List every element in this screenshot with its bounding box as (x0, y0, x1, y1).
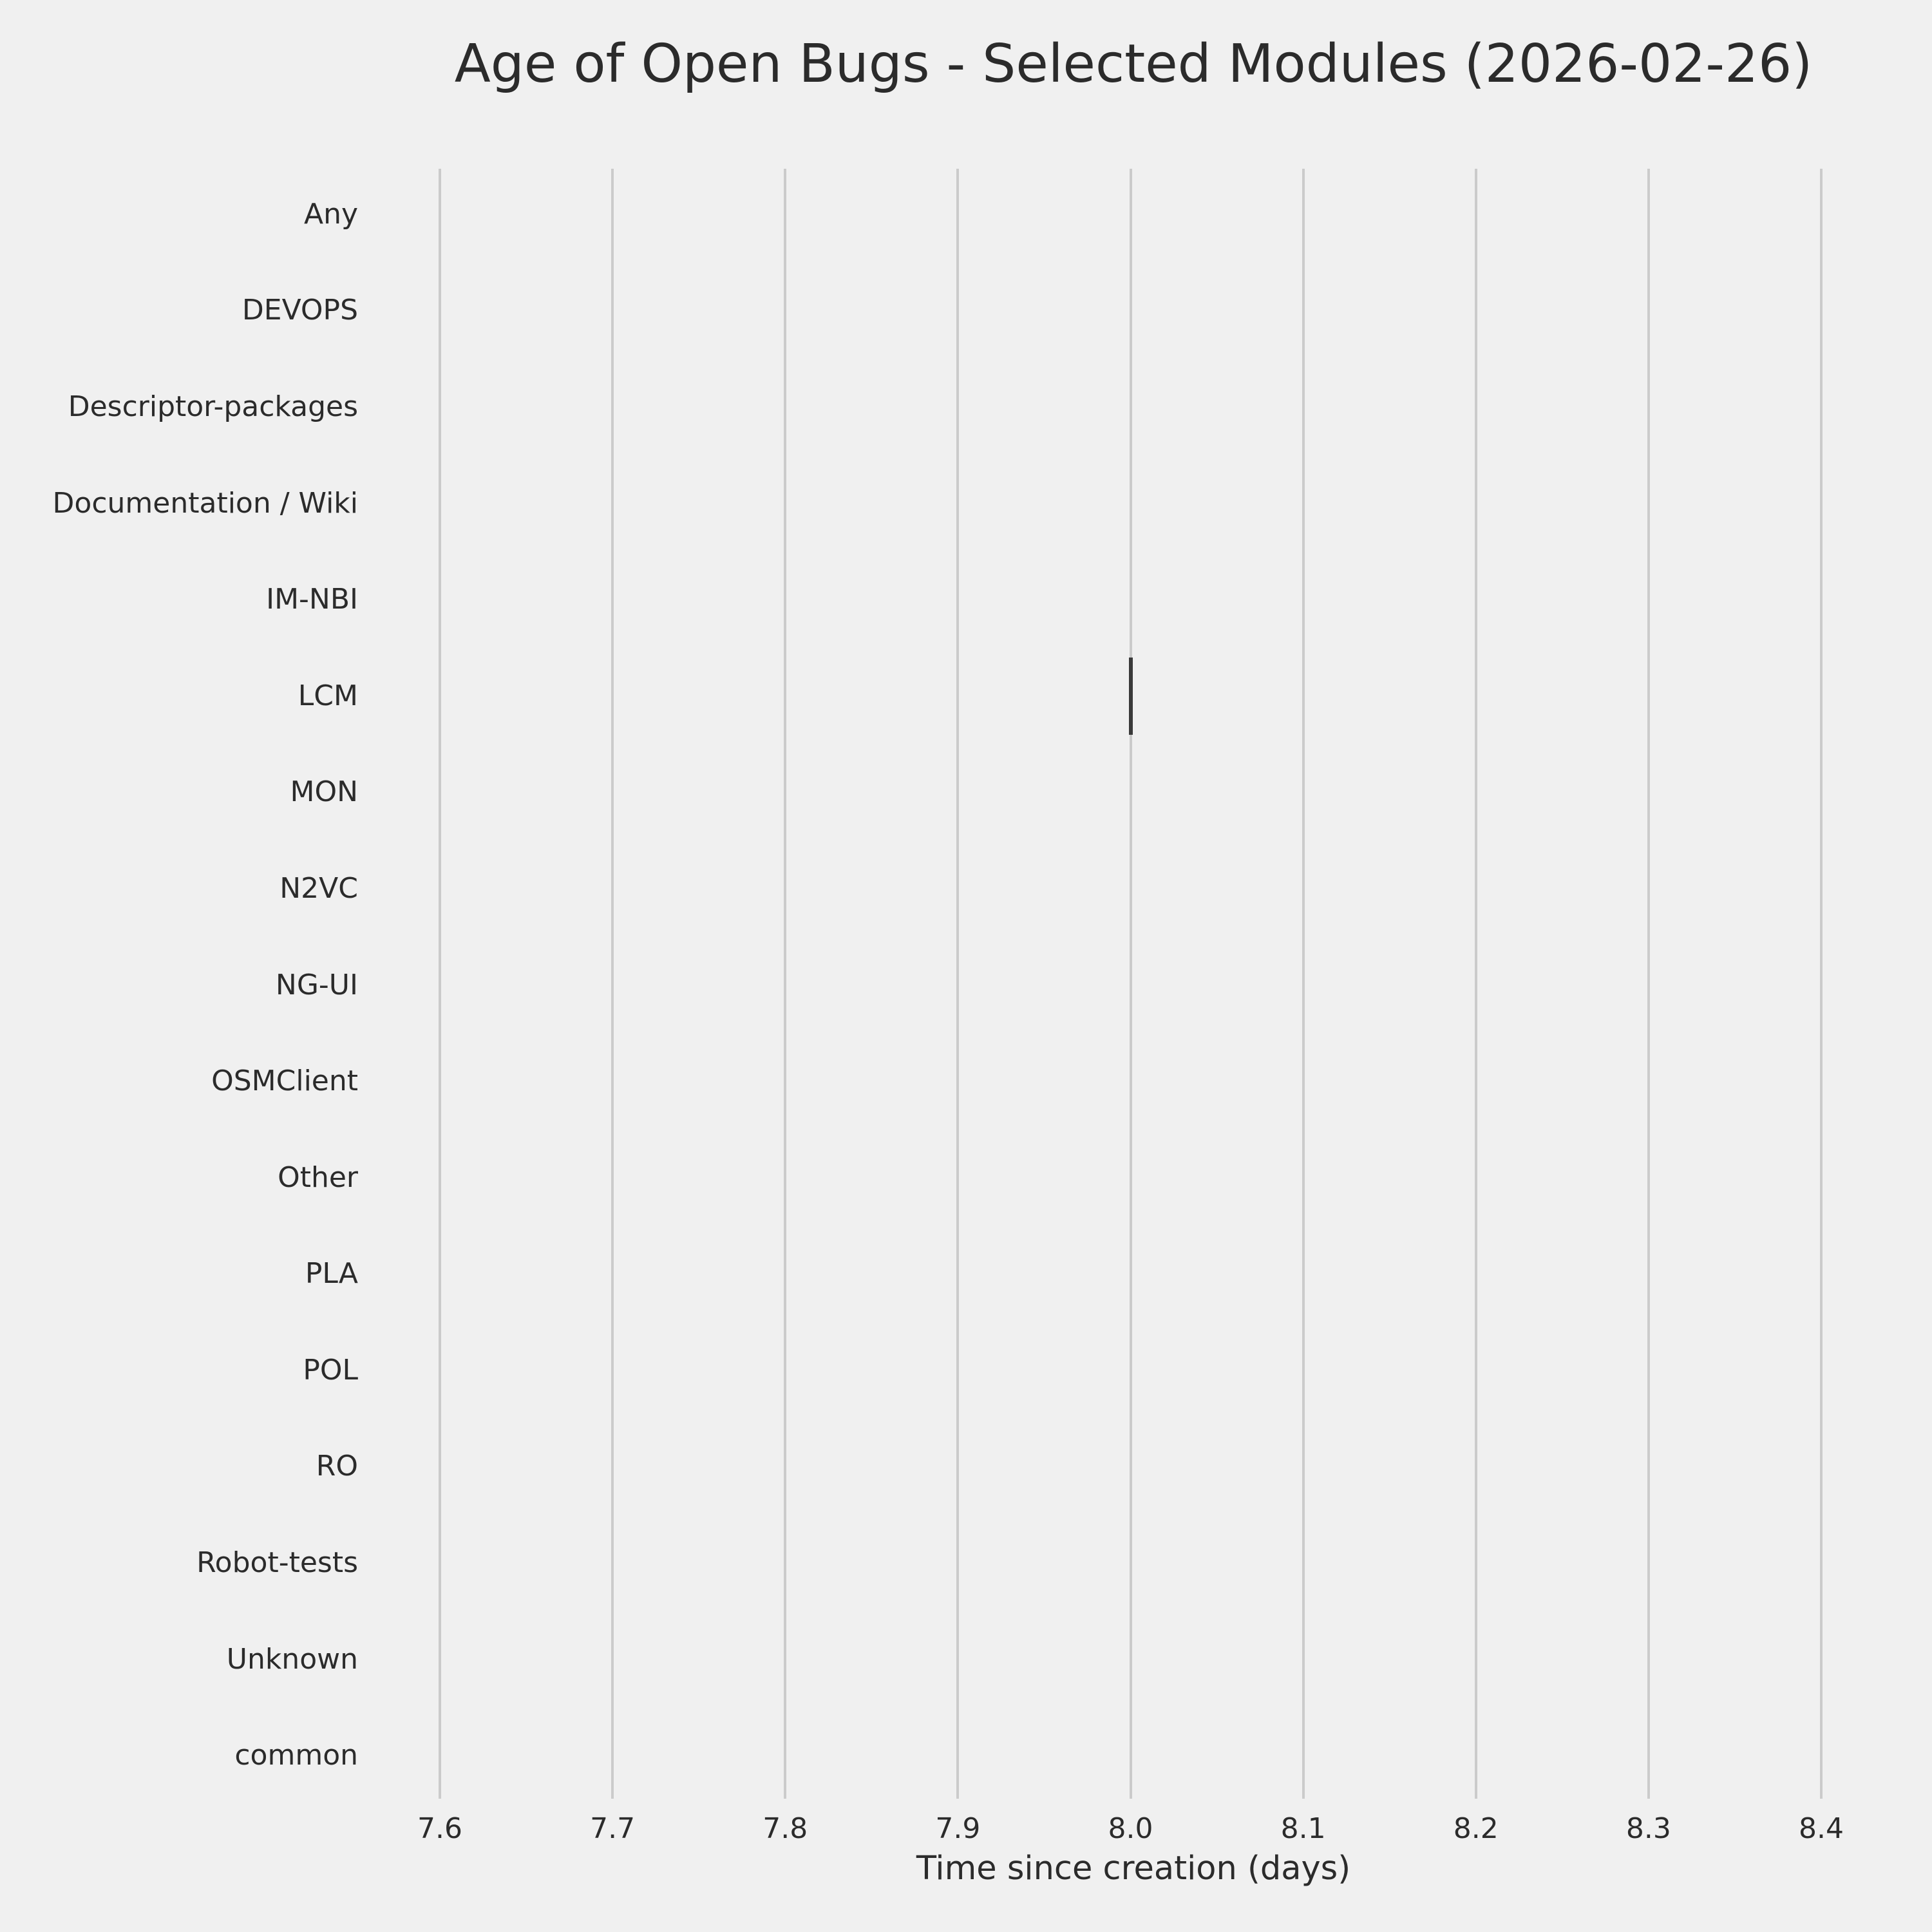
gridline (956, 169, 960, 1799)
gridline (611, 169, 614, 1799)
y-category-label: LCM (298, 679, 358, 712)
gridline (1474, 169, 1477, 1799)
x-tick-label: 7.6 (417, 1812, 462, 1845)
gridline (784, 169, 787, 1799)
gridline (1302, 169, 1305, 1799)
y-category-label: PLA (305, 1257, 358, 1291)
bug-age-mark-lcm (1128, 657, 1133, 735)
y-category-label: RO (316, 1450, 358, 1483)
x-tick-label: 8.1 (1280, 1812, 1326, 1845)
y-category-label: Descriptor-packages (68, 390, 358, 423)
y-category-label: Other (278, 1160, 358, 1194)
x-tick-label: 8.2 (1453, 1812, 1499, 1845)
x-tick-label: 8.0 (1108, 1812, 1153, 1845)
y-category-label: NG-UI (275, 968, 358, 1001)
y-category-label: IM-NBI (266, 583, 358, 616)
x-tick-label: 8.4 (1799, 1812, 1844, 1845)
x-tick-label: 7.7 (590, 1812, 636, 1845)
gridline (1129, 169, 1132, 1799)
y-category-label: Robot-tests (196, 1546, 358, 1580)
y-category-label: Documentation / Wiki (52, 486, 358, 520)
y-category-label: Unknown (226, 1642, 358, 1676)
gridline (1820, 169, 1823, 1799)
chart-title: Age of Open Bugs - Selected Modules (202… (454, 33, 1813, 95)
y-category-label: MON (290, 775, 358, 809)
y-category-label: POL (303, 1353, 358, 1387)
x-tick-label: 7.8 (762, 1812, 808, 1845)
gridline (1647, 169, 1650, 1799)
y-category-label: OSMClient (211, 1065, 358, 1098)
y-category-label: DEVOPS (242, 294, 358, 327)
x-tick-label: 8.3 (1625, 1812, 1671, 1845)
gridline (439, 169, 441, 1799)
y-category-label: common (234, 1739, 358, 1772)
y-category-label: Any (303, 197, 358, 231)
y-category-label: N2VC (279, 871, 358, 905)
x-axis-label: Time since creation (days) (916, 1850, 1351, 1888)
x-tick-label: 7.9 (935, 1812, 981, 1845)
